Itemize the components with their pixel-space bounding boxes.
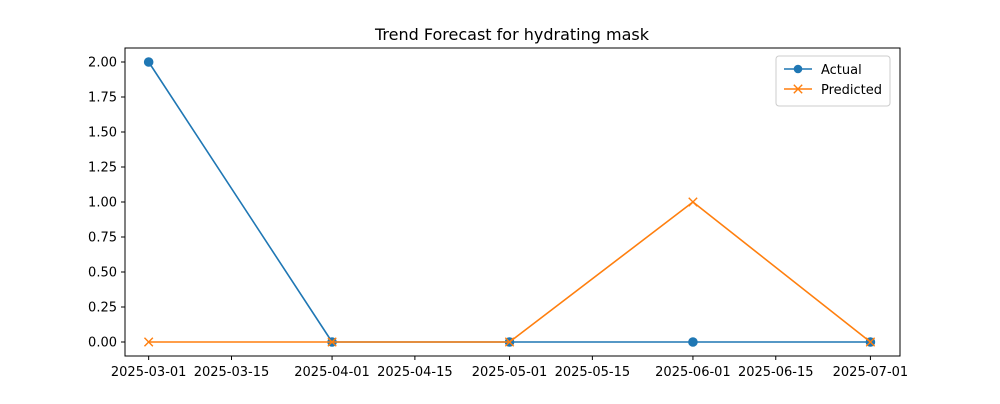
axes: 0.00 0.25 0.50 0.75 1.00 1.25 1.50 1.75 2.00 2025… xyxy=(88,47,909,380)
data-point xyxy=(504,337,515,347)
series-line xyxy=(147,61,871,343)
y-tick-label: 0.25 xyxy=(88,301,117,316)
legend-label: Actual xyxy=(821,63,862,78)
data-point xyxy=(327,337,337,347)
data-point xyxy=(143,337,154,347)
y-tick-label: 0.75 xyxy=(88,231,117,246)
x-tick-label: 2025-05-15 xyxy=(555,365,631,380)
x-tick-label: 2025-07-01 xyxy=(833,365,909,380)
y-tick-label: 0.00 xyxy=(88,336,117,351)
y-tick-label: 1.00 xyxy=(88,196,117,211)
x-tick-label: 2025-06-15 xyxy=(738,365,814,380)
data-point xyxy=(688,197,698,207)
series-line xyxy=(148,201,871,343)
data-point xyxy=(865,337,876,347)
x-tick-label: 2025-03-15 xyxy=(194,365,270,380)
chart-title: Trend Forecast for hydrating mask xyxy=(374,25,650,44)
x-tick-label: 2025-04-01 xyxy=(294,365,370,380)
legend: Actual Predicted xyxy=(775,55,891,107)
legend-label: Predicted xyxy=(821,83,882,98)
x-tick-label: 2025-04-15 xyxy=(377,365,453,380)
legend-swatch-marker xyxy=(793,64,803,74)
y-tick-label: 0.50 xyxy=(88,266,117,281)
x-tick-label: 2025-05-01 xyxy=(472,365,548,380)
y-tick-label: 1.50 xyxy=(88,126,117,141)
y-tick-label: 2.00 xyxy=(88,56,117,71)
data-point xyxy=(143,57,154,67)
series-layer xyxy=(143,57,876,347)
legend-swatch-marker xyxy=(793,84,803,94)
y-tick-label: 1.25 xyxy=(88,161,117,176)
x-tick-label: 2025-06-01 xyxy=(655,365,731,380)
x-tick-label: 2025-03-01 xyxy=(111,365,187,380)
data-point xyxy=(688,337,698,347)
y-tick-label: 1.75 xyxy=(88,91,117,106)
